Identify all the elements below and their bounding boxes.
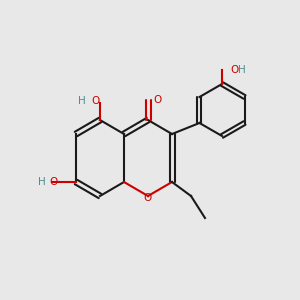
Text: O: O [153, 95, 161, 105]
Text: O: O [91, 96, 99, 106]
Text: H: H [238, 65, 246, 75]
Text: H: H [78, 96, 86, 106]
Text: O: O [144, 193, 152, 203]
Text: H: H [38, 177, 46, 187]
Text: O: O [230, 65, 238, 75]
Text: O: O [50, 177, 58, 187]
